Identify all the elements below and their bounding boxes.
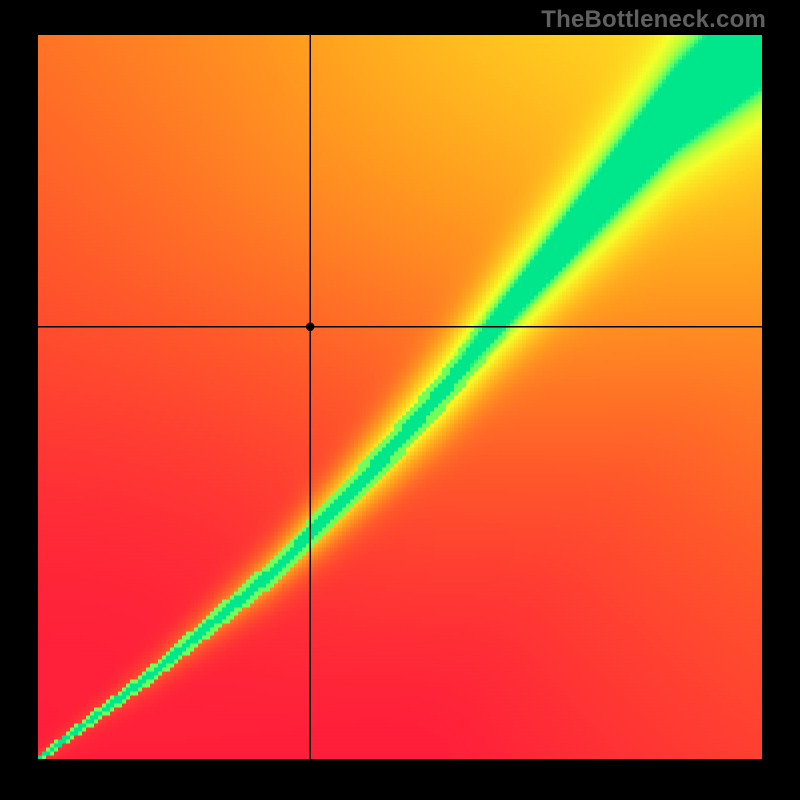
heatmap-canvas bbox=[38, 35, 762, 759]
chart-container: TheBottleneck.com bbox=[0, 0, 800, 800]
watermark-text: TheBottleneck.com bbox=[541, 6, 766, 34]
heatmap-plot bbox=[38, 35, 762, 759]
